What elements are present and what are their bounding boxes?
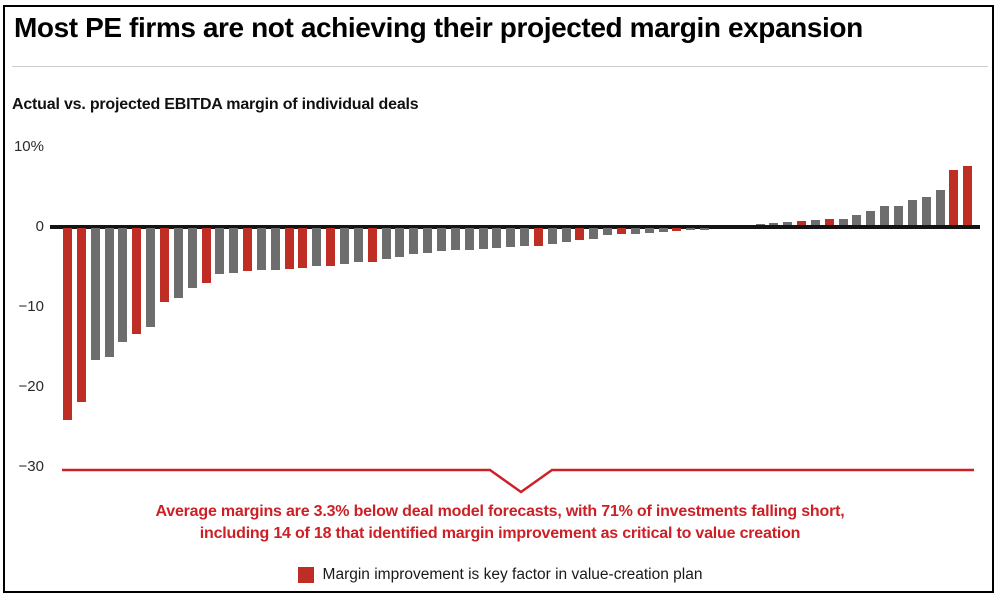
deal-bar [187, 228, 197, 288]
deal-bar [63, 228, 72, 420]
deal-bar [838, 218, 848, 225]
deal-bar [159, 228, 169, 302]
deal-bar [561, 228, 571, 243]
deal-bar [492, 228, 502, 248]
deal-bar [797, 221, 807, 225]
deal-bar [353, 228, 363, 263]
deal-bar [672, 228, 682, 232]
deal-bar [367, 228, 377, 262]
deal-bar [630, 228, 640, 234]
deal-bar [256, 228, 266, 271]
legend-label: Margin improvement is key factor in valu… [322, 566, 703, 583]
deal-bar [76, 228, 86, 403]
deal-bar [755, 224, 765, 225]
deal-bar [229, 228, 239, 273]
deal-bar [617, 228, 626, 234]
legend-red-swatch-icon [297, 567, 314, 583]
deal-bar [340, 228, 349, 264]
y-tick-label: 10% [13, 138, 44, 155]
chart-title: Actual vs. projected EBITDA margin of in… [12, 96, 419, 113]
page-title: Most PE firms are not achieving their pr… [14, 12, 863, 43]
deal-bar [783, 221, 793, 225]
deal-bar [450, 228, 460, 251]
deal-bar [436, 228, 446, 252]
deal-bar [935, 189, 945, 225]
deal-bar [506, 228, 516, 248]
deal-bar [464, 228, 474, 250]
deal-bar [409, 228, 419, 255]
deal-bar [686, 228, 696, 231]
deal-bar [478, 228, 488, 249]
legend: Margin improvement is key factor in valu… [0, 565, 1000, 585]
deal-bar [395, 228, 405, 257]
deal-bar [852, 214, 862, 225]
deal-bar [658, 228, 668, 232]
deal-bar [921, 197, 931, 225]
deal-bar [769, 223, 779, 225]
deal-bar [575, 228, 585, 240]
annotation-line-2: including 14 of 18 that identified margi… [199, 525, 801, 542]
deal-bar [132, 228, 142, 334]
deal-bar [298, 228, 308, 268]
deal-bar [118, 228, 128, 343]
deal-bar [201, 228, 211, 284]
deal-bar [644, 228, 654, 233]
deal-bar [146, 228, 156, 328]
deal-bar [173, 228, 183, 298]
deal-bar [824, 218, 834, 225]
deal-bar [270, 228, 280, 270]
deal-bar [284, 228, 294, 269]
deal-bar [589, 228, 599, 240]
deal-bar [866, 210, 876, 225]
title-divider [12, 66, 988, 67]
deal-bar [423, 228, 433, 253]
deal-bar [90, 228, 100, 360]
y-tick-label: 0 [35, 218, 44, 235]
y-tick-label: −30 [18, 458, 44, 475]
deal-bar [312, 228, 322, 267]
deal-bar [907, 200, 917, 225]
deal-bar [104, 228, 114, 357]
deal-bar [894, 205, 903, 225]
deal-bar [603, 228, 613, 236]
deal-bar [700, 228, 710, 230]
deal-bar [810, 220, 820, 225]
deal-bar [520, 228, 530, 247]
deal-bar [963, 165, 973, 225]
deal-bar [381, 228, 391, 260]
deal-bar [243, 228, 253, 272]
deal-bar [880, 205, 890, 225]
y-tick-label: −20 [18, 378, 44, 395]
deal-bar [215, 228, 225, 275]
annotation-callout: Average margins are 3.3% below deal mode… [0, 501, 1000, 545]
deal-bar [949, 169, 959, 225]
deal-bar [547, 228, 557, 244]
y-tick-label: −10 [18, 298, 44, 315]
deal-bar [326, 228, 336, 266]
deal-bar [533, 228, 543, 246]
annotation-line-1: Average margins are 3.3% below deal mode… [155, 503, 845, 520]
zero-axis-line [50, 225, 980, 229]
